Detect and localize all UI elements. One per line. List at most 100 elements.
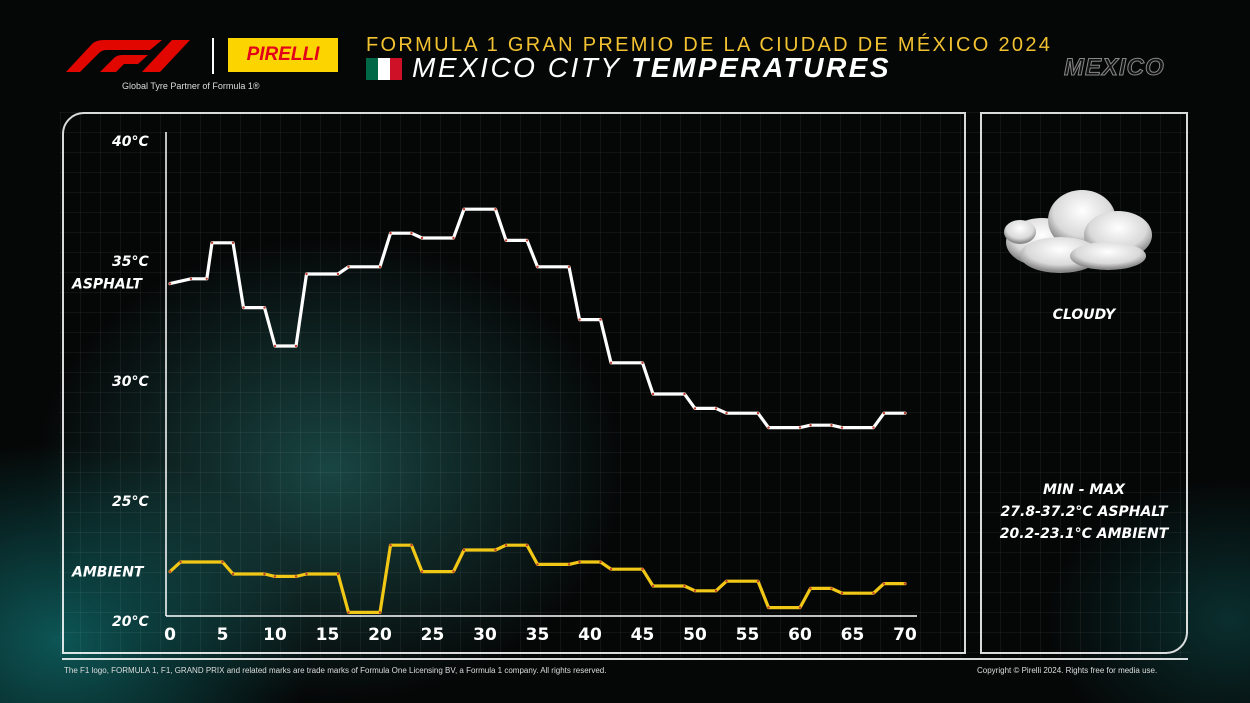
data-point [578,318,581,321]
min-max-header: MIN - MAX [1043,482,1125,498]
data-point [347,611,350,614]
weather-condition: CLOUDY [1052,307,1116,323]
data-point [273,344,277,348]
series-line-asphalt [168,207,907,430]
data-point [725,580,728,583]
y-tick-label: 20°C [112,614,149,630]
data-point [494,548,497,552]
footer-trademark: The F1 logo, FORMULA 1, F1, GRAND PRIX a… [64,666,607,675]
data-point [494,208,497,211]
x-tick-label: 20 [368,625,392,645]
data-point [525,544,529,547]
data-point [525,239,529,242]
x-tick-label: 30 [473,625,497,645]
data-point [389,544,392,547]
data-point [809,424,812,427]
x-tick-label: 40 [578,625,602,645]
data-point [830,424,833,427]
data-point [840,592,844,595]
data-point [651,392,655,396]
data-point [872,426,875,429]
data-point [714,407,718,410]
data-point [420,570,424,573]
data-point [452,570,455,573]
y-tick-label: 25°C [112,494,149,510]
footer-copyright: Copyright © Pirelli 2024. Rights free fo… [977,666,1158,675]
data-point [504,544,508,547]
page-title: MEXICO CITY TEMPERATURES [412,52,891,84]
x-tick-label: 10 [263,625,287,645]
series-label-ambient: AMBIENT [71,565,145,581]
data-point [693,589,697,592]
race-title: FORMULA 1 GRAN PREMIO DE LA CIUDAD DE MÉ… [366,34,1053,56]
data-point [410,544,413,547]
data-point [378,611,382,614]
y-tick-label: 30°C [112,374,149,390]
data-point [452,236,455,240]
country-label: MEXICO [1064,54,1165,82]
data-point [756,412,760,415]
mexico-flag-icon [366,58,402,80]
data-point [221,560,224,564]
data-point [756,580,760,583]
f1-logo [66,40,190,72]
data-point [378,265,382,268]
data-point [798,426,802,429]
partner-text: Global Tyre Partner of Formula 1® [122,81,260,91]
data-point [263,572,266,576]
data-point [903,412,907,415]
data-point [410,232,413,235]
data-point [567,563,571,566]
data-point [882,582,886,585]
x-tick-label: 55 [736,625,760,645]
x-tick-label: 70 [893,625,917,645]
data-point [882,412,886,415]
ambient-range: 20.2-23.1°C AMBIENT [999,526,1169,542]
x-tick-label: 0 [164,625,176,645]
data-point [683,392,686,396]
bottom-frame-line [62,658,1188,660]
data-point [462,208,466,211]
data-point [273,575,277,578]
data-point [693,407,697,410]
pirelli-logo: PIRELLI [228,38,338,72]
logo-separator [212,38,214,74]
x-tick-label: 25 [421,625,445,645]
x-tick-label: 50 [683,625,707,645]
data-point [189,277,193,280]
data-point [536,265,539,268]
data-point [179,560,182,564]
data-point [242,306,245,309]
asphalt-range: 27.8-37.2°C ASPHALT [1000,504,1168,520]
data-point [809,587,812,590]
data-point [609,361,613,364]
data-point [210,241,214,244]
data-point [798,606,802,609]
min-max-block: MIN - MAX 27.8-37.2°C ASPHALT 20.2-23.1°… [980,479,1188,545]
data-point [903,582,907,585]
data-point [536,563,539,566]
data-point [305,272,308,276]
data-point [767,426,770,429]
y-tick-label: 40°C [111,134,149,150]
data-point [725,412,728,415]
x-tick-label: 65 [841,625,865,645]
data-point [641,361,644,364]
data-point [336,572,340,576]
grid-background [60,112,1190,657]
cloud-icon [1004,190,1152,273]
data-point [263,306,266,309]
data-point [462,548,466,552]
weather-panel [980,112,1188,654]
x-tick-label: 5 [217,625,229,645]
data-point [504,239,508,242]
data-point [714,589,718,592]
data-point [231,572,235,576]
series-label-asphalt: ASPHALT [71,277,143,293]
x-tick-label: 60 [788,625,812,645]
data-point [294,575,298,578]
data-point [599,560,602,564]
city-name: MEXICO CITY [412,52,632,83]
data-point [567,265,571,268]
data-point [336,272,340,276]
